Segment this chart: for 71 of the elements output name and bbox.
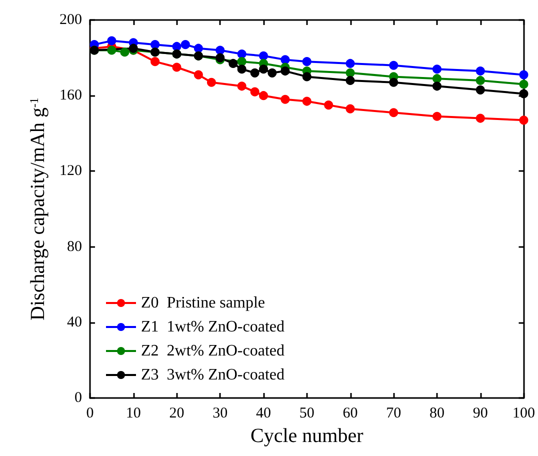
x-tick-label: 50 [299,406,314,422]
x-tick-label: 70 [386,406,402,422]
point [259,64,268,74]
y-tick-label: 80 [67,238,82,255]
point [519,80,528,89]
point [172,42,182,51]
legend-label: Z3 3wt% ZnO-coated [141,366,285,384]
point [519,70,528,80]
point [346,76,355,85]
point [476,76,485,85]
point [250,87,260,96]
point [259,51,268,60]
point [259,91,268,100]
point [302,57,312,66]
point [346,68,355,78]
x-tick-label: 20 [169,406,184,422]
point [250,68,260,78]
point [150,57,160,66]
legend-label: Z0 Pristine sample [141,294,265,312]
point [280,66,290,76]
x-tick-label: 30 [212,406,228,422]
point [150,40,160,50]
y-axis-title: Discharge capacity/mAh g-1 [27,98,49,320]
y-tick-label: 40 [67,314,82,330]
point [216,46,225,55]
point [280,55,290,64]
point [324,100,334,110]
point [432,112,442,121]
point [194,44,203,53]
point [432,82,442,91]
point [237,64,246,74]
x-tick-label: 60 [342,406,358,422]
point [389,108,398,118]
point [107,46,116,55]
point [432,64,442,74]
y-tick-label: 160 [60,88,82,104]
point [389,78,398,87]
point [228,58,238,68]
point [194,70,203,80]
y-tick-label: 200 [60,12,82,28]
x-tick-label: 90 [472,406,488,422]
point [172,62,182,72]
x-tick-label: 10 [126,406,141,422]
point [519,116,528,125]
point [476,66,485,76]
point [432,74,442,84]
legend-label: Z1 1wt% ZnO-coated [141,318,285,336]
point [120,48,130,57]
point [302,96,312,106]
point [107,36,116,46]
point [268,68,277,78]
y-tick-label: 0 [74,390,82,406]
x-tick-label: 40 [256,406,271,422]
point [389,60,398,70]
legend-label: Z2 2wt% ZnO-coated [141,342,285,360]
point [346,104,355,114]
point [180,40,190,50]
point [280,94,290,104]
x-tick-label: 100 [512,406,535,422]
point [237,57,246,66]
x-tick-label: 80 [430,406,444,422]
point [237,82,246,91]
point [476,85,485,94]
point [302,72,312,82]
point [206,78,216,87]
point [237,50,246,59]
x-tick-label: 0 [86,406,94,422]
x-axis-title: Cycle number [250,425,364,447]
point [346,58,355,68]
y-tick-label: 120 [60,163,82,180]
point [476,114,485,123]
